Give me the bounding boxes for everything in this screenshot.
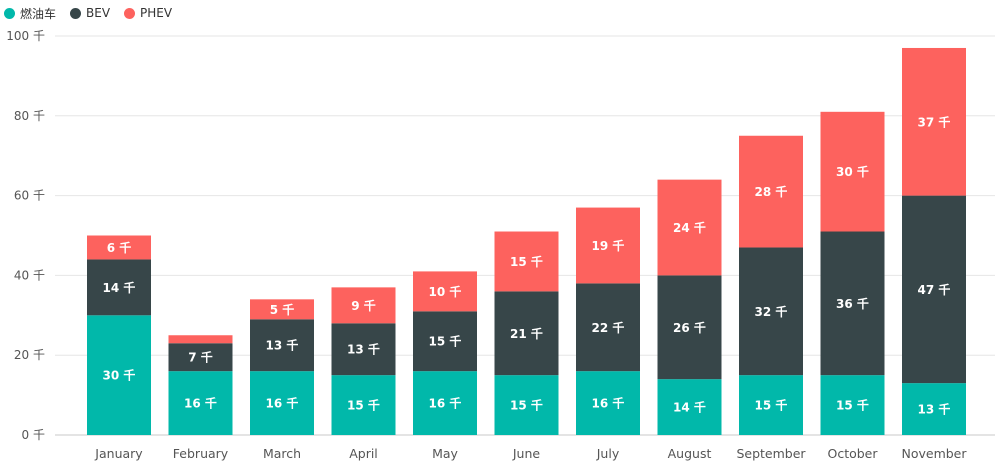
data-label: 30 千 [836, 164, 869, 179]
legend-label-bev: BEV [86, 6, 111, 20]
data-label: 22 千 [592, 320, 625, 335]
data-label: 16 千 [429, 396, 462, 411]
data-label: 6 千 [107, 240, 132, 255]
legend-swatch-bev [70, 7, 82, 19]
bar-segment [739, 375, 803, 435]
legend-item-bev[interactable]: BEV [70, 6, 110, 20]
bar-segment [820, 111, 885, 232]
data-label: 7 千 [188, 350, 213, 365]
bar-segment [820, 231, 885, 376]
data-label: 21 千 [510, 326, 543, 341]
bar-segment [87, 259, 151, 316]
y-tick-label: 60 千 [14, 189, 45, 203]
bar-segment [168, 343, 233, 372]
data-label: 26 千 [673, 320, 706, 335]
data-label: 28 千 [755, 184, 788, 199]
data-label: 16 千 [592, 396, 625, 411]
data-label: 15 千 [836, 398, 869, 413]
data-label: 13 千 [266, 338, 299, 353]
y-tick-label: 0 千 [22, 428, 45, 442]
bar-segment [902, 383, 966, 435]
data-label: 15 千 [510, 398, 543, 413]
bar-segment [250, 371, 314, 435]
legend: 燃油车 BEV PHEV [4, 4, 172, 22]
bar-segment [413, 371, 477, 435]
bar-segment [657, 275, 722, 380]
x-tick-label: September [736, 446, 806, 461]
bar-segment [331, 323, 396, 376]
bar-segment [413, 311, 477, 372]
bar-segment [902, 195, 966, 384]
y-tick-label: 80 千 [14, 109, 45, 123]
data-label: 9 千 [351, 298, 376, 313]
legend-item-ice[interactable]: 燃油车 [4, 5, 56, 22]
bar-segment [902, 47, 966, 196]
legend-swatch-ice [4, 7, 15, 19]
data-label: 5 千 [270, 302, 295, 317]
bar-segment [250, 319, 314, 372]
data-label: 36 千 [836, 296, 869, 311]
y-tick-label: 40 千 [14, 268, 45, 282]
data-label: 19 千 [592, 238, 625, 253]
legend-label-phev: PHEV [140, 6, 173, 20]
x-tick-label: May [432, 446, 458, 461]
bar-segment [87, 235, 151, 260]
legend-item-phev[interactable]: PHEV [124, 6, 172, 20]
x-tick-label: March [263, 446, 301, 461]
data-label: 15 千 [755, 398, 788, 413]
bar-segment [576, 207, 640, 284]
data-label: 47 千 [918, 282, 951, 297]
y-tick-label: 100 千 [6, 29, 45, 43]
data-label: 13 千 [918, 402, 951, 417]
legend-label-ice: 燃油车 [20, 6, 57, 21]
x-tick-label: July [596, 446, 620, 461]
x-tick-label: August [668, 446, 712, 461]
bar-segment [576, 371, 640, 435]
bar-segment [576, 283, 640, 372]
bar-segment [494, 231, 559, 292]
x-tick-label: October [827, 446, 878, 461]
y-tick-label: 20 千 [14, 348, 45, 362]
data-label: 24 千 [673, 220, 706, 235]
data-label: 32 千 [755, 304, 788, 319]
legend-swatch-phev [124, 7, 136, 19]
data-label: 10 千 [429, 284, 462, 299]
bar-segment [87, 315, 151, 435]
data-label: 15 千 [429, 334, 462, 349]
data-label: 16 千 [266, 396, 299, 411]
bar-segment [657, 379, 722, 435]
bar-segment [739, 247, 803, 376]
bar-segment [168, 371, 233, 435]
x-tick-label: January [94, 446, 143, 461]
x-tick-label: June [512, 446, 541, 461]
bar-segment [331, 287, 396, 324]
data-label: 15 千 [510, 254, 543, 269]
x-tick-label: November [901, 446, 967, 461]
bar-segment [657, 179, 722, 276]
data-label: 30 千 [103, 368, 136, 383]
data-label: 14 千 [103, 280, 136, 295]
bar-segment [168, 335, 233, 344]
x-tick-label: February [173, 446, 229, 461]
bar-segment [494, 375, 559, 435]
bar-segment [331, 375, 396, 435]
bar-segment [250, 299, 314, 320]
data-label: 13 千 [347, 342, 380, 357]
data-label: 15 千 [347, 398, 380, 413]
bar-segment [413, 271, 477, 312]
data-label: 16 千 [184, 396, 217, 411]
data-label: 37 千 [918, 114, 951, 129]
bar-segment [494, 291, 559, 376]
bar-segment [739, 135, 803, 248]
bar-segment [820, 375, 885, 435]
x-tick-label: April [349, 446, 378, 461]
data-label: 14 千 [673, 400, 706, 415]
